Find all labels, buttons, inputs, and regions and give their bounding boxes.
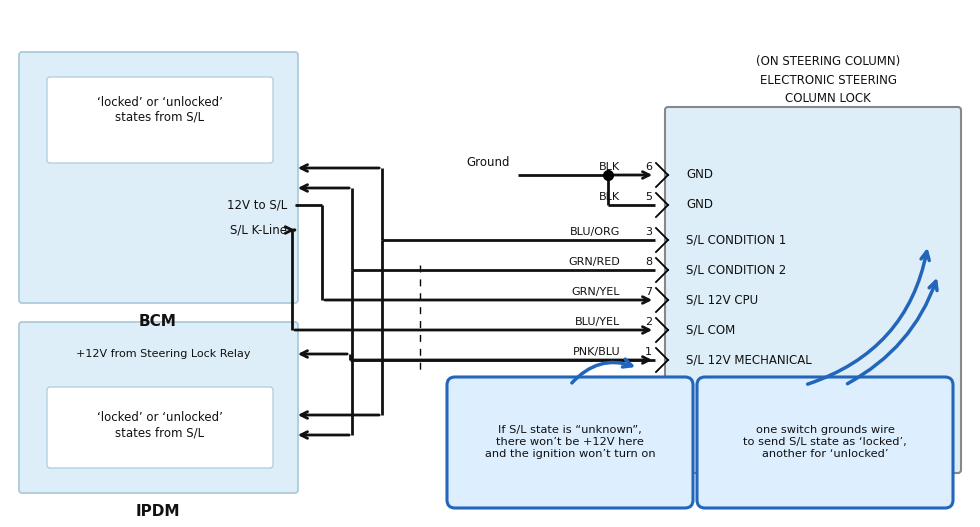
FancyArrowPatch shape [572,359,632,383]
FancyArrowPatch shape [848,281,937,384]
Text: S/L 12V MECHANICAL: S/L 12V MECHANICAL [686,354,811,366]
Text: S/L K-Line: S/L K-Line [230,223,287,237]
FancyArrowPatch shape [808,251,929,384]
Text: S/L CONDITION 1: S/L CONDITION 1 [686,233,786,247]
Text: 7: 7 [645,287,652,297]
Text: ‘locked’ or ‘unlocked’
states from S/L: ‘locked’ or ‘unlocked’ states from S/L [97,411,222,439]
Text: 2: 2 [645,317,652,327]
Text: BLU/YEL: BLU/YEL [574,317,620,327]
FancyBboxPatch shape [47,387,273,468]
Text: GND: GND [686,199,713,211]
Text: 8: 8 [645,257,652,267]
FancyBboxPatch shape [19,322,298,493]
FancyBboxPatch shape [47,77,273,163]
FancyBboxPatch shape [19,52,298,303]
Text: COLUMN LOCK: COLUMN LOCK [785,92,871,104]
Text: ‘locked’ or ‘unlocked’
states from S/L: ‘locked’ or ‘unlocked’ states from S/L [97,96,222,124]
Text: S/L CONDITION 2: S/L CONDITION 2 [686,264,786,277]
Text: 1: 1 [645,347,652,357]
Text: 12V to S/L: 12V to S/L [226,199,287,211]
Text: BLK: BLK [599,162,620,172]
Text: 3: 3 [645,227,652,237]
FancyBboxPatch shape [697,377,953,508]
Text: GRN/YEL: GRN/YEL [571,287,620,297]
Text: BLK: BLK [599,192,620,202]
Text: S/L 12V CPU: S/L 12V CPU [686,294,759,307]
FancyBboxPatch shape [447,377,693,508]
Text: BLU/ORG: BLU/ORG [569,227,620,237]
Text: IPDM: IPDM [136,504,180,520]
Text: S/L COM: S/L COM [686,324,735,337]
Text: (ON STEERING COLUMN): (ON STEERING COLUMN) [756,55,900,69]
Text: 6: 6 [645,162,652,172]
Text: Ground: Ground [466,157,510,170]
FancyBboxPatch shape [665,107,961,473]
Text: 5: 5 [645,192,652,202]
Text: PNK/BLU: PNK/BLU [572,347,620,357]
Text: +12V from Steering Lock Relay: +12V from Steering Lock Relay [75,349,250,359]
Text: GRN/RED: GRN/RED [568,257,620,267]
Text: BCM: BCM [139,315,177,329]
Text: GND: GND [686,169,713,181]
Text: ELECTRONIC STEERING: ELECTRONIC STEERING [760,73,897,86]
Text: If S/L state is “unknown”,
there won’t be +12V here
and the ignition won’t turn : If S/L state is “unknown”, there won’t b… [485,425,656,458]
Text: one switch grounds wire
to send S/L state as ‘locked’,
another for ‘unlocked’: one switch grounds wire to send S/L stat… [743,425,906,458]
